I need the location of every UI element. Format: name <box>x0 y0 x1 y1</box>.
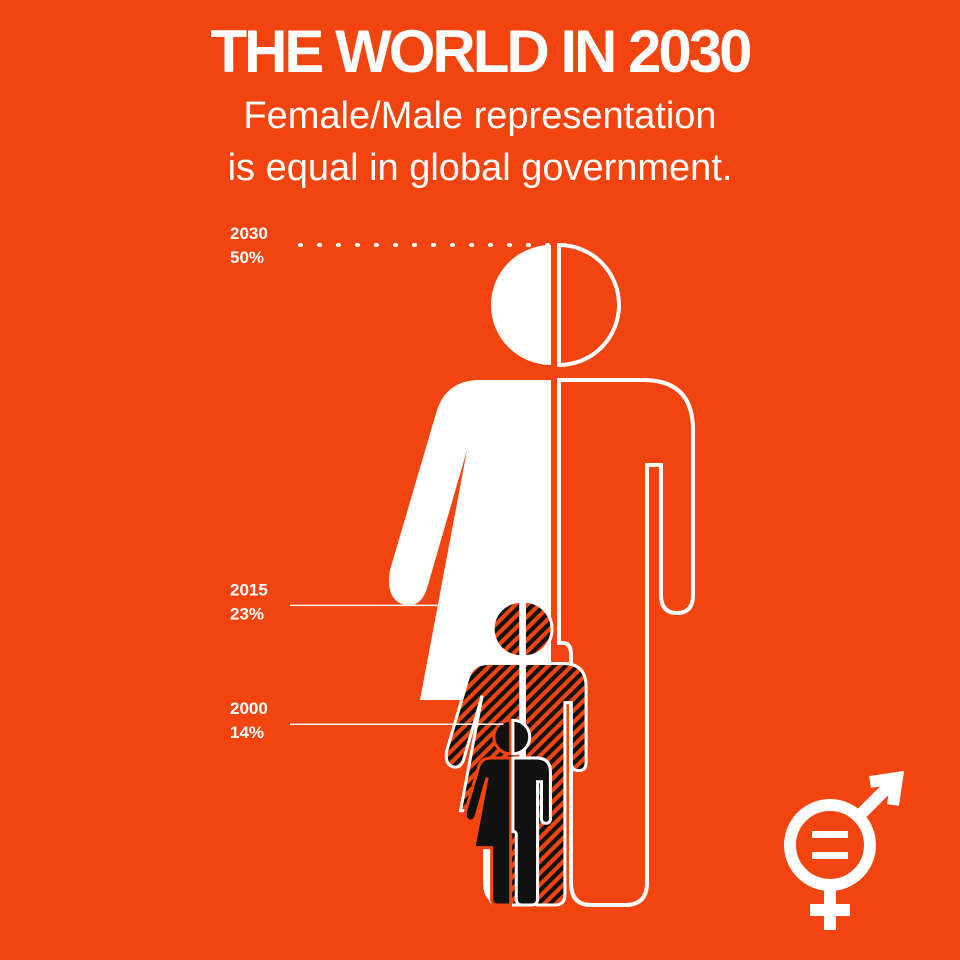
chart-title: THE WORLD IN 2030 <box>210 18 750 85</box>
value-label: 14% <box>230 723 264 742</box>
value-label: 23% <box>230 604 264 623</box>
figure <box>463 718 552 907</box>
figures <box>389 242 695 907</box>
male-half <box>511 718 552 907</box>
female-half <box>463 718 513 907</box>
year-label: 2015 <box>230 580 268 599</box>
year-label: 2030 <box>230 224 268 243</box>
subtitle: is equal in global government. <box>228 147 733 189</box>
labels: 2030 50% 2015 23% 2000 14% <box>230 224 551 742</box>
value-label: 50% <box>230 248 264 267</box>
gender-equality-icon <box>784 770 905 930</box>
subtitle: Female/Male representation <box>243 95 716 137</box>
male-half <box>557 242 695 907</box>
year-label: 2000 <box>230 699 268 718</box>
